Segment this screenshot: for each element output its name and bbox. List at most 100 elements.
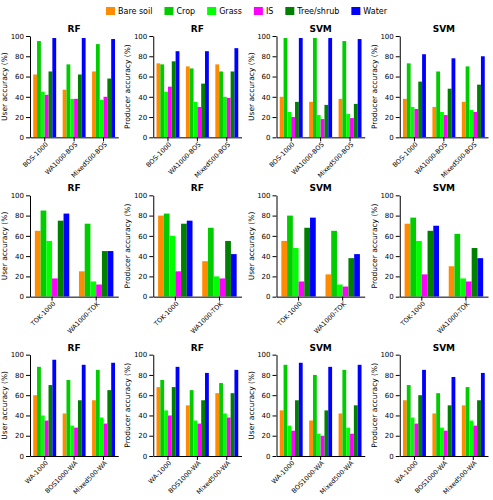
bars <box>33 38 115 137</box>
y-tick-label: 40 <box>385 412 394 420</box>
y-tick: 100 <box>134 33 153 41</box>
y-tick-mark <box>149 256 153 257</box>
y-tick: 20 <box>138 273 153 281</box>
bar <box>469 421 473 456</box>
bar <box>295 102 299 137</box>
x-tick: Mixed500-WA <box>195 456 232 496</box>
bar <box>462 102 466 137</box>
y-tick: 0 <box>20 134 30 142</box>
y-tick: 60 <box>138 73 153 81</box>
y-tick: 60 <box>385 392 400 400</box>
y-tick: 80 <box>262 212 277 220</box>
y-tick-label: 0 <box>389 134 393 142</box>
x-axis: BOS-1000WA1000-BOSMixed500-BOS <box>268 137 365 179</box>
y-tick-label: 20 <box>15 114 24 122</box>
y-tick-mark <box>273 36 277 37</box>
y-axis-title: Producer accuracy (%) <box>123 204 132 289</box>
bar <box>313 375 317 456</box>
y-tick-mark <box>149 117 153 118</box>
y-tick-label: 20 <box>15 432 24 440</box>
bar <box>190 68 194 137</box>
x-tick: Mixed500-BOS <box>439 137 478 179</box>
bar <box>436 71 440 137</box>
y-axis: 020406080100 <box>134 351 154 460</box>
bar <box>280 97 284 138</box>
bar-series <box>37 367 100 456</box>
y-tick: 0 <box>266 134 276 142</box>
y-tick: 60 <box>15 233 30 241</box>
bar <box>49 71 53 137</box>
panel-title: SVM <box>433 343 455 353</box>
panel: 020406080100WA-1000BOS1000-WAMixed500-WA… <box>0 343 119 496</box>
bar <box>422 370 426 456</box>
y-tick-mark <box>273 97 277 98</box>
x-tick: BOS-1000 <box>145 137 174 169</box>
y-axis: 020406080100 <box>380 33 400 142</box>
bar-series <box>170 236 220 297</box>
bar <box>52 38 56 137</box>
bar <box>466 387 470 456</box>
panel: 020406080100TOK-1000WA1000-TOKRFUser acc… <box>0 183 119 335</box>
y-axis-line <box>400 37 401 138</box>
bar <box>107 79 111 138</box>
y-tick: 100 <box>380 192 399 200</box>
x-tick: Mixed500-BOS <box>193 137 232 179</box>
y-tick: 100 <box>11 33 30 41</box>
bar-series <box>37 41 100 137</box>
x-tick: TOK-1000 <box>398 297 427 329</box>
y-tick-label: 60 <box>262 392 271 400</box>
y-tick-label: 40 <box>138 94 147 102</box>
y-tick-mark <box>26 375 30 376</box>
panel-title: RF <box>191 343 204 353</box>
y-tick: 60 <box>138 392 153 400</box>
bar <box>176 367 180 456</box>
y-tick-mark <box>149 436 153 437</box>
y-tick-label: 100 <box>134 192 147 200</box>
bar <box>473 112 477 137</box>
y-tick-label: 40 <box>385 253 394 261</box>
bars <box>405 218 484 297</box>
y-tick-label: 40 <box>262 412 271 420</box>
x-tick: BOS-1000 <box>268 137 297 169</box>
y-tick-label: 60 <box>138 392 147 400</box>
bar <box>197 424 201 456</box>
bar <box>234 48 238 137</box>
x-tick: TOK-1000 <box>275 297 304 329</box>
legend-item: IS <box>254 7 273 16</box>
y-tick-mark <box>273 236 277 237</box>
y-tick-mark <box>149 415 153 416</box>
y-tick: 20 <box>262 273 277 281</box>
bars <box>403 54 485 137</box>
bar <box>96 370 100 456</box>
y-tick: 40 <box>262 253 277 261</box>
bar <box>324 105 328 137</box>
y-tick-mark <box>273 137 277 138</box>
bar <box>100 417 104 456</box>
x-tick-label: WA-1000 <box>24 459 50 485</box>
bar <box>74 428 78 456</box>
y-tick-label: 0 <box>143 293 147 301</box>
bar <box>350 118 354 137</box>
y-tick-mark <box>273 375 277 376</box>
bar-series <box>293 248 343 297</box>
y-axis-title: Producer accuracy (%) <box>370 44 379 129</box>
y-tick-label: 100 <box>134 33 147 41</box>
bar <box>477 258 483 297</box>
bar <box>74 99 78 138</box>
bar <box>90 281 96 296</box>
y-tick-label: 80 <box>385 212 394 220</box>
y-axis-line <box>153 355 154 456</box>
y-tick-mark <box>26 456 30 457</box>
y-tick-mark <box>149 395 153 396</box>
bar-series <box>176 367 239 456</box>
y-tick: 40 <box>262 94 277 102</box>
bar <box>449 266 455 296</box>
y-axis-line <box>400 196 401 297</box>
bar <box>66 380 70 456</box>
y-axis-title: User accuracy (%) <box>247 371 256 440</box>
y-tick: 0 <box>389 134 399 142</box>
y-tick-mark <box>149 236 153 237</box>
bar-series <box>295 102 358 137</box>
bar <box>181 224 187 297</box>
panel-title: SVM <box>309 183 331 193</box>
